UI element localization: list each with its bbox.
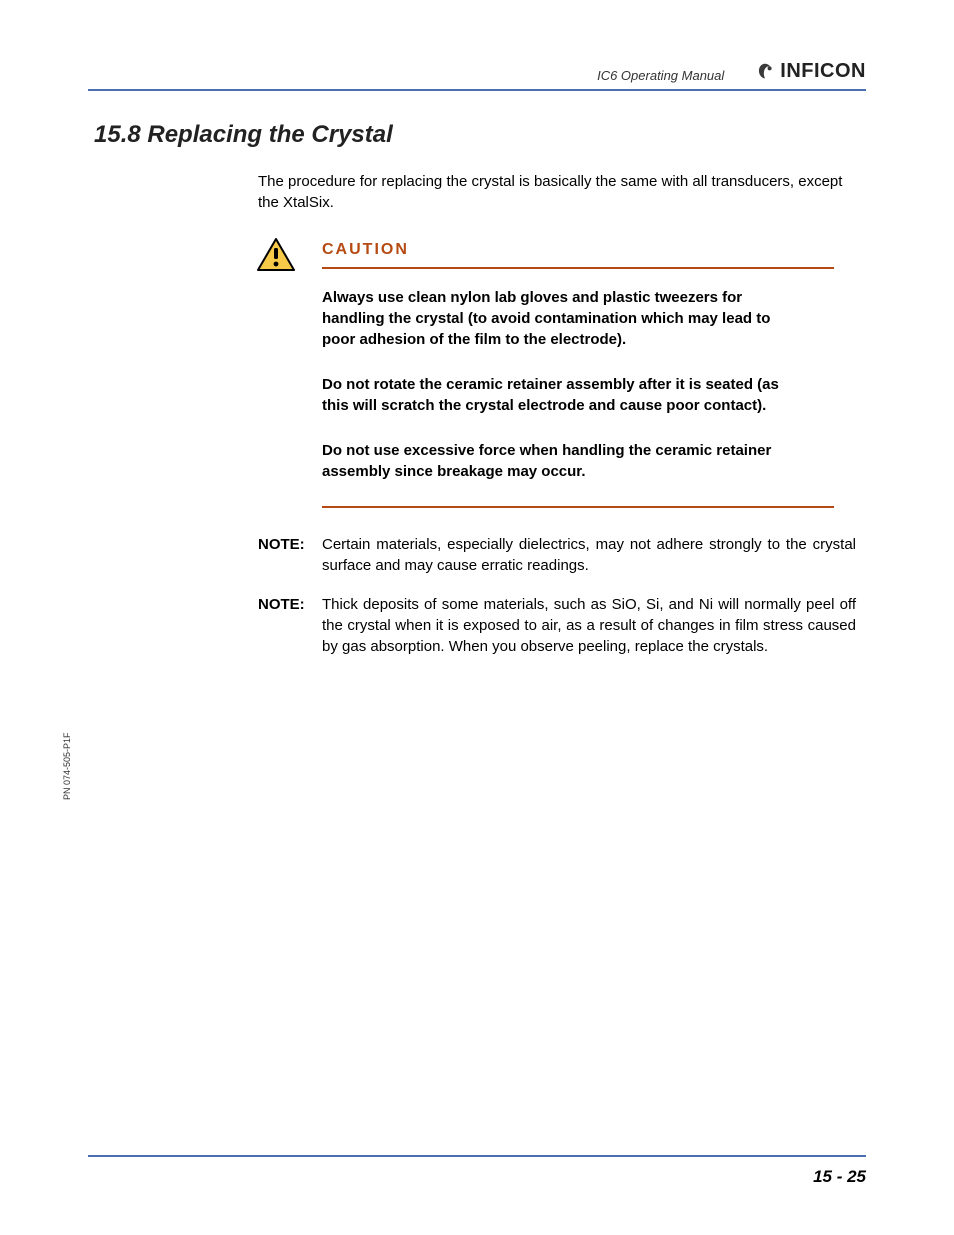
note-row: NOTE: Certain materials, especially diel… — [258, 534, 856, 576]
note-text: Thick deposits of some materials, such a… — [322, 594, 856, 657]
caution-label: CAUTION — [322, 241, 409, 259]
section-heading: 15.8 Replacing the Crystal — [94, 121, 866, 149]
brand-logo: INFICON — [754, 60, 866, 83]
note-label: NOTE: — [258, 594, 322, 657]
brand-icon — [754, 61, 776, 83]
warning-icon — [256, 237, 296, 278]
note-text: Certain materials, especially dielectric… — [322, 534, 856, 576]
caution-paragraph: Always use clean nylon lab gloves and pl… — [322, 287, 792, 350]
page-number: 15 - 25 — [813, 1167, 866, 1187]
brand-text: INFICON — [780, 60, 866, 83]
header-rule — [88, 89, 866, 91]
intro-paragraph: The procedure for replacing the crystal … — [258, 171, 856, 213]
caution-rule-bottom — [322, 506, 834, 508]
caution-block: CAUTION Always use clean nylon lab glove… — [258, 241, 856, 508]
caution-paragraph: Do not use excessive force when handling… — [322, 440, 792, 482]
caution-paragraph: Do not rotate the ceramic retainer assem… — [322, 374, 792, 416]
page-header: IC6 Operating Manual INFICON — [88, 60, 866, 89]
caution-body: Always use clean nylon lab gloves and pl… — [322, 287, 792, 482]
part-number: PN 074-505-P1F — [62, 732, 72, 800]
note-row: NOTE: Thick deposits of some materials, … — [258, 594, 856, 657]
content-block: The procedure for replacing the crystal … — [258, 171, 856, 657]
note-label: NOTE: — [258, 534, 322, 576]
caution-rule-top — [322, 267, 834, 269]
doc-title: IC6 Operating Manual — [597, 68, 724, 83]
footer-rule — [88, 1155, 866, 1157]
